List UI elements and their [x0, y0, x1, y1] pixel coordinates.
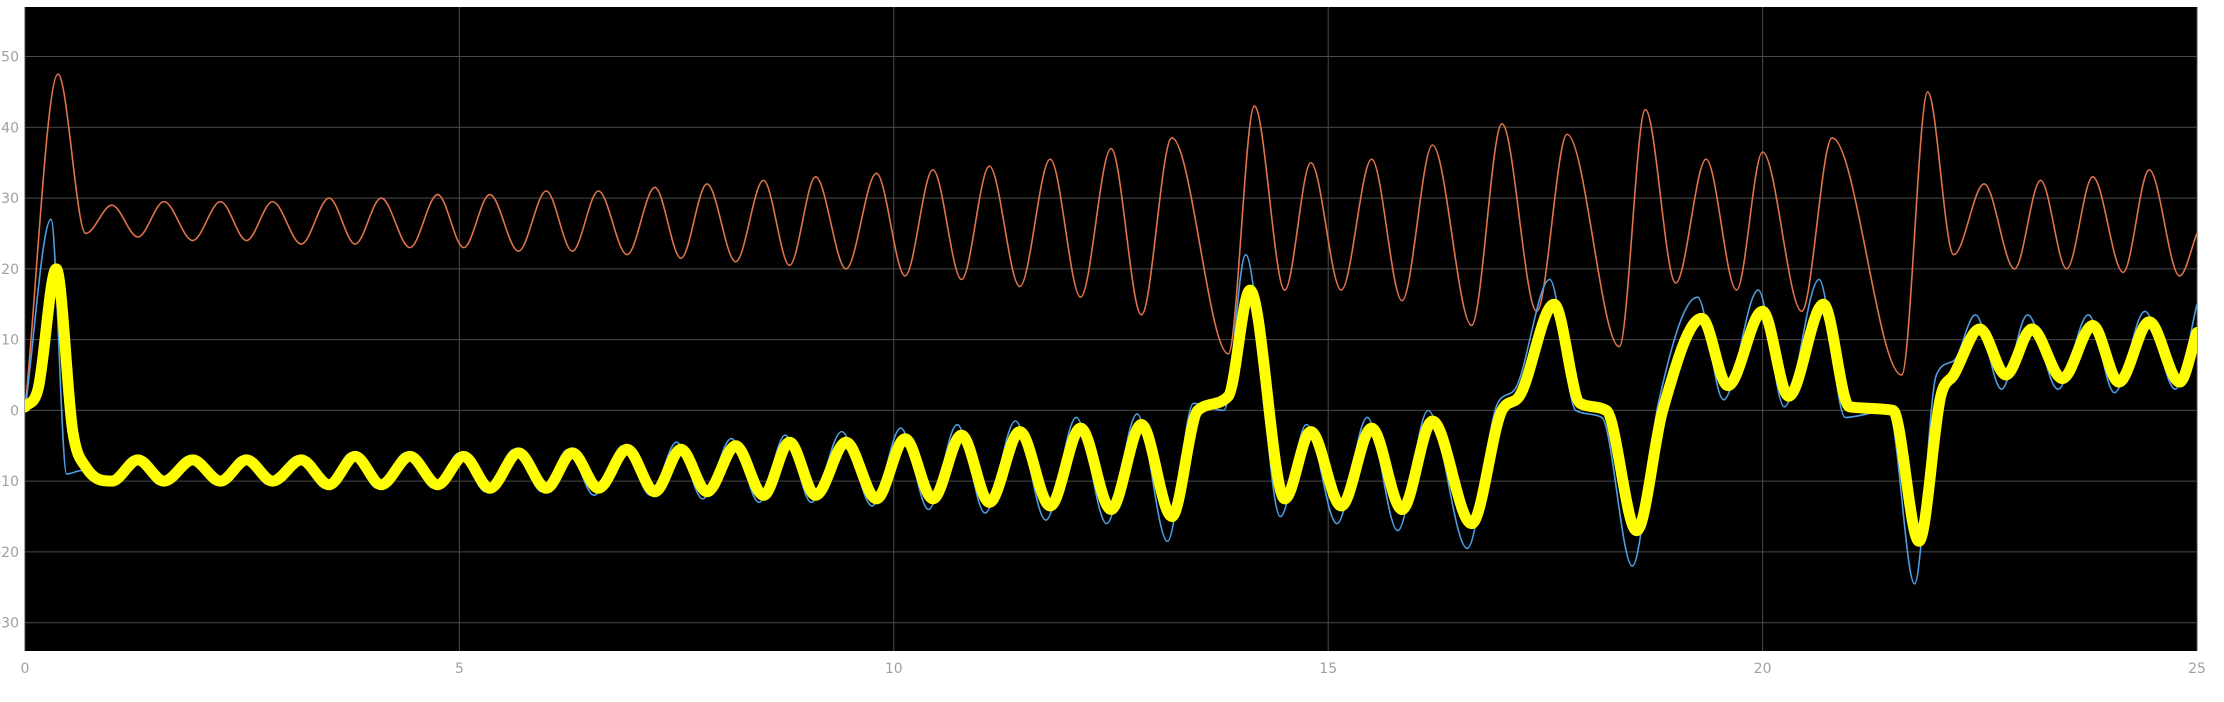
y-tick-label: 30	[1, 191, 19, 207]
y-tick-label: -20	[0, 545, 19, 561]
data-line	[25, 73, 2197, 412]
x-tick-label: 25	[2188, 661, 2206, 677]
y-tick-label: 50	[1, 50, 19, 66]
y-tick-label: 0	[10, 403, 19, 419]
data-line	[25, 263, 2197, 547]
y-tick-label: 10	[1, 333, 19, 349]
x-tick-label: 15	[1319, 661, 1337, 677]
plot-background	[25, 7, 2197, 651]
y-tick-label: -30	[0, 616, 19, 632]
x-tick-label: 0	[21, 661, 30, 677]
x-tick-label: 20	[1754, 661, 1772, 677]
x-tick-label: 10	[885, 661, 903, 677]
y-tick-label: 20	[1, 262, 19, 278]
plot-lines	[25, 73, 2197, 585]
x-tick-label: 5	[455, 661, 464, 677]
y-tick-label: -10	[0, 474, 19, 490]
y-tick-label: 40	[1, 120, 19, 136]
